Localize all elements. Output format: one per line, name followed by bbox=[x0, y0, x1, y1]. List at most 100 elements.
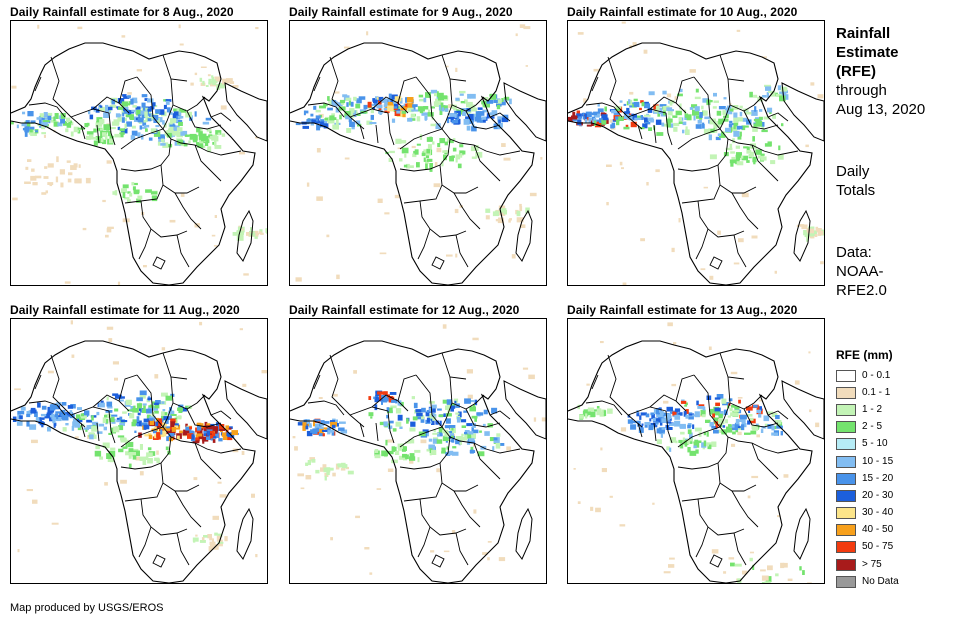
rain-cell bbox=[817, 94, 824, 99]
rain-cell bbox=[326, 234, 330, 238]
rain-cell bbox=[376, 488, 382, 490]
map-panel-aug-10 bbox=[567, 20, 825, 286]
rain-cell bbox=[446, 403, 453, 407]
rain-cell bbox=[336, 274, 340, 280]
rain-cell bbox=[668, 564, 675, 568]
rain-cell bbox=[689, 432, 693, 439]
rain-cell bbox=[666, 446, 670, 451]
rain-cell bbox=[189, 426, 192, 430]
rain-cell bbox=[192, 138, 198, 143]
rain-cell bbox=[98, 402, 105, 408]
rain-cell bbox=[497, 116, 502, 122]
rain-cell bbox=[199, 540, 206, 543]
rain-cell bbox=[202, 440, 205, 444]
rain-cell bbox=[587, 407, 595, 412]
rain-cell bbox=[806, 236, 809, 242]
rain-cell bbox=[141, 422, 148, 427]
rain-cell bbox=[219, 428, 226, 431]
rain-cell bbox=[767, 565, 773, 571]
rain-cell bbox=[152, 436, 159, 440]
rain-cell bbox=[753, 118, 761, 122]
rain-cell bbox=[725, 147, 733, 151]
legend-item: 1 - 2 bbox=[836, 401, 962, 418]
country-border bbox=[681, 184, 721, 204]
rain-cell bbox=[384, 212, 390, 215]
rain-cell bbox=[132, 186, 136, 191]
rain-cell bbox=[212, 538, 214, 543]
rain-cell bbox=[16, 124, 19, 129]
legend-swatch bbox=[836, 507, 856, 520]
rain-cell bbox=[99, 105, 103, 108]
rain-cell bbox=[127, 441, 134, 448]
rain-cell bbox=[659, 104, 667, 107]
rain-cell bbox=[651, 413, 655, 420]
rain-cell bbox=[407, 117, 413, 122]
rain-cell bbox=[353, 110, 357, 117]
rain-cell bbox=[725, 419, 728, 424]
rain-cell bbox=[438, 96, 444, 101]
rain-cell bbox=[127, 92, 132, 95]
rain-cell bbox=[145, 128, 148, 132]
rain-cell bbox=[436, 92, 444, 98]
rain-cell bbox=[83, 427, 88, 430]
rain-cell bbox=[469, 450, 476, 453]
rain-cell bbox=[212, 515, 219, 520]
rain-cell bbox=[335, 419, 338, 425]
rain-cell bbox=[169, 219, 176, 223]
country-border bbox=[719, 352, 745, 380]
rain-cell bbox=[675, 412, 680, 417]
rain-cell bbox=[323, 467, 331, 473]
rain-cell bbox=[327, 431, 331, 435]
rain-cell bbox=[90, 137, 97, 140]
rain-cell bbox=[576, 113, 582, 119]
madagascar-outline bbox=[236, 209, 254, 262]
rain-cell bbox=[660, 429, 665, 433]
rain-cell bbox=[141, 134, 144, 140]
country-border bbox=[717, 462, 757, 492]
legend-label: 40 - 50 bbox=[862, 524, 894, 536]
country-border bbox=[693, 76, 721, 130]
rain-cell bbox=[24, 131, 28, 137]
rain-cell bbox=[374, 449, 379, 453]
rain-cell bbox=[466, 369, 473, 374]
rain-cell bbox=[143, 405, 146, 410]
rain-cell bbox=[37, 402, 41, 408]
rain-cell bbox=[141, 409, 149, 413]
rain-cell bbox=[161, 415, 165, 421]
rain-cell bbox=[401, 149, 404, 154]
rain-cell bbox=[169, 426, 173, 430]
rain-cell bbox=[647, 117, 654, 122]
rain-cell bbox=[632, 42, 637, 47]
rain-cell bbox=[35, 130, 38, 133]
rain-cell bbox=[454, 111, 457, 114]
rain-cell bbox=[669, 557, 675, 560]
rain-cell bbox=[198, 131, 203, 137]
rain-cell bbox=[745, 111, 752, 115]
rain-cell bbox=[231, 430, 238, 436]
rain-cell bbox=[51, 522, 59, 525]
rain-cell bbox=[519, 203, 522, 207]
rain-cell bbox=[21, 122, 27, 127]
rain-cell bbox=[721, 131, 725, 137]
rain-cell bbox=[459, 441, 462, 445]
rain-cell bbox=[749, 551, 754, 554]
rain-cell bbox=[496, 433, 501, 437]
rain-cell bbox=[104, 413, 112, 419]
rain-cell bbox=[254, 236, 258, 239]
rain-cell bbox=[202, 436, 209, 442]
legend-label: 15 - 20 bbox=[862, 472, 894, 484]
rain-cell bbox=[239, 328, 243, 331]
rain-cell bbox=[509, 98, 512, 105]
rain-cell bbox=[767, 424, 774, 429]
rain-cell bbox=[473, 509, 477, 514]
sidebar-title-line3: (RFE) bbox=[836, 63, 876, 80]
rain-cell bbox=[801, 224, 808, 230]
rain-cell bbox=[737, 426, 745, 431]
arabia-coastline bbox=[224, 82, 267, 142]
rain-cell bbox=[648, 127, 652, 131]
rain-cell bbox=[525, 207, 530, 214]
rain-cell bbox=[746, 160, 750, 163]
rain-cell bbox=[55, 417, 62, 422]
rain-cell bbox=[131, 130, 138, 136]
rain-cell bbox=[383, 107, 389, 111]
